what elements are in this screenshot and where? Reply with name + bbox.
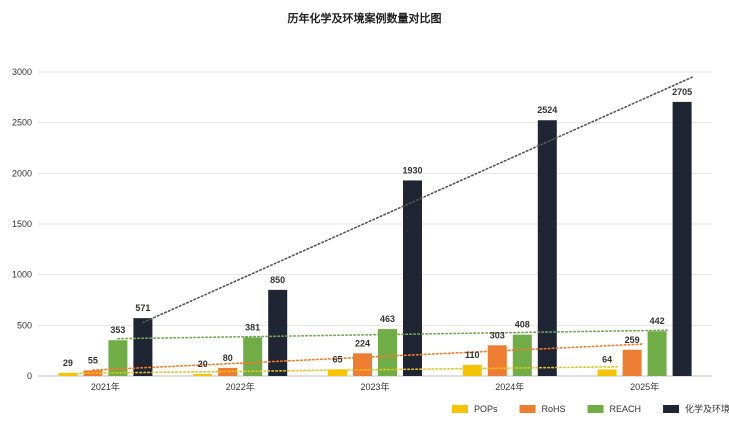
chart-title: 历年化学及环境案例数量对比图 [287,13,442,25]
bar-REACH [108,340,128,376]
y-tick-label: 2000 [12,168,32,178]
x-tick-label: 2022年 [226,381,255,392]
y-tick-label: 2500 [12,118,32,128]
data-label: 2524 [537,105,557,115]
label-layer: 29 20 65 110 64 55 80 224 303 259 353 381 463 408 442 5… [63,87,692,369]
bar-化学及环境 [268,289,288,376]
bar-化学及环境 [537,120,557,376]
trend-layer [67,76,693,375]
bar-REACH [647,331,667,376]
bar-POPs [58,373,78,376]
legend-layer: POPs RoHS REACH 化学及环境 [452,403,729,414]
bar-化学及环境 [672,101,692,376]
legend-label: 化学及环境 [685,403,729,414]
data-label: 442 [650,316,665,326]
y-tick-label: 3000 [12,67,32,77]
data-label: 224 [355,338,370,348]
bar-POPs [462,364,482,376]
data-label: 64 [602,355,612,365]
data-label: 850 [270,275,285,285]
data-label: 1930 [402,165,422,175]
legend-label: REACH [610,404,642,414]
bar-POPs [597,369,617,376]
data-label: 20 [198,359,208,369]
x-tick-label: 2023年 [360,381,389,392]
legend-label: RoHS [542,404,566,414]
data-label: 303 [490,330,505,340]
bar-POPs [328,369,347,376]
legend-label: POPs [474,404,498,414]
bar-化学及环境 [403,180,422,376]
data-label: 80 [223,353,233,363]
x-tick-label: 2021年 [91,381,120,392]
data-label: 259 [625,335,640,345]
x-tick-label: 2024年 [495,381,524,392]
bar-RoHS [487,345,507,376]
bar-POPs [193,373,213,376]
data-label: 353 [110,325,125,335]
trendline-REACH [117,329,668,340]
bar-化学及环境 [133,318,153,376]
bar-REACH [378,329,397,376]
x-tick-label: 2025年 [630,381,659,392]
legend-swatch-POPs [452,405,468,413]
y-tick-label: 0 [27,371,32,381]
data-label: 110 [465,350,480,360]
y-tick-label: 1000 [12,270,32,280]
legend-swatch-化学及环境 [663,405,680,413]
y-tick-label: 500 [17,320,32,330]
bar-RoHS [622,349,642,376]
data-label: 463 [380,314,395,324]
data-label: 65 [332,354,342,364]
data-label: 2705 [672,87,692,97]
data-label: 571 [135,303,150,313]
data-label: 29 [63,358,73,368]
data-label: 381 [245,322,260,332]
trendline-化学及环境 [142,76,693,324]
y-tick-label: 1500 [12,219,32,229]
trendline-RoHS [92,343,643,371]
data-label: 55 [88,355,98,365]
trendline-POPs [67,366,618,375]
legend-swatch-RoHS [519,405,536,413]
bar-REACH [243,337,263,376]
legend-swatch-REACH [587,405,604,413]
bar-REACH [512,334,532,376]
axis-layer: 0 500 1000 1500 2000 2500 3000 2021年 2022年 2023年 2… [12,67,659,392]
data-label: 408 [515,320,530,330]
